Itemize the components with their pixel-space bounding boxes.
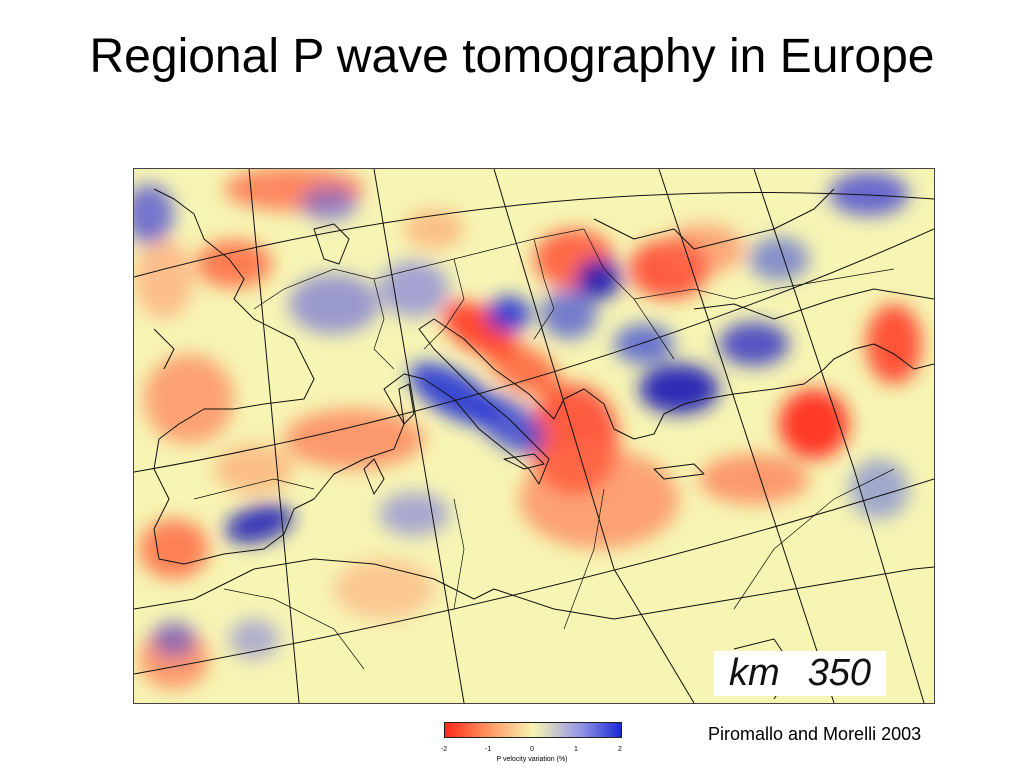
velocity-anomalies bbox=[134, 169, 922, 689]
depth-label: km 350 bbox=[714, 651, 886, 696]
tomography-map-image bbox=[134, 169, 934, 703]
colorbar: -2 -1 0 1 2 P velocity variation (%) bbox=[432, 720, 632, 768]
colorbar-tick: 2 bbox=[618, 746, 622, 753]
citation: Piromallo and Morelli 2003 bbox=[708, 724, 922, 744]
depth-value: 350 bbox=[807, 652, 872, 694]
country-borders bbox=[193, 228, 895, 670]
colorbar-tick: 0 bbox=[530, 746, 534, 753]
colorbar-tick: -2 bbox=[440, 746, 448, 753]
colorbar-tick: 1 bbox=[574, 746, 578, 753]
tomography-map bbox=[133, 168, 935, 704]
coastlines bbox=[134, 188, 934, 700]
slide-title: Regional P wave tomography in Europe bbox=[89, 30, 935, 83]
graticule-lines bbox=[134, 169, 934, 703]
depth-unit: km bbox=[728, 652, 780, 694]
colorbar-gradient bbox=[444, 722, 622, 738]
colorbar-label: P velocity variation (%) bbox=[496, 756, 568, 763]
colorbar-tick: -1 bbox=[484, 746, 492, 753]
